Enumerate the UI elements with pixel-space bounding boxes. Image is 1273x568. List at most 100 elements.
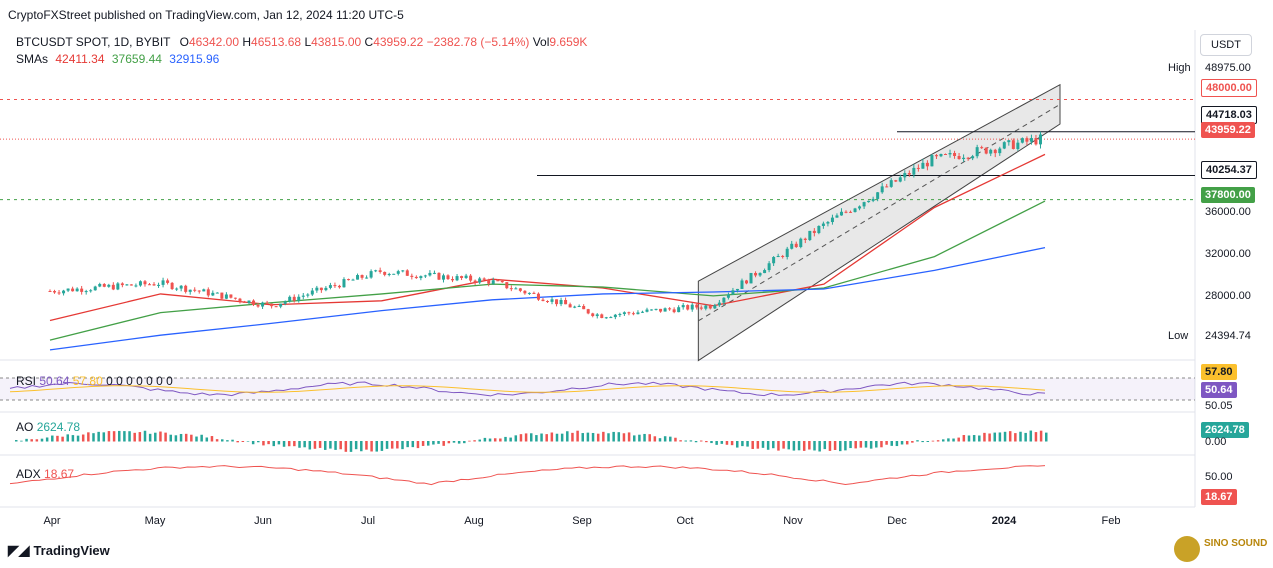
candle-body: [925, 162, 929, 167]
x-axis-label: Apr: [43, 515, 60, 527]
symbol-name[interactable]: BTCUSDT SPOT, 1D, BYBIT: [16, 35, 171, 49]
ao-bar: [154, 432, 157, 442]
currency-button[interactable]: USDT: [1200, 34, 1252, 56]
ao-bar: [416, 441, 420, 449]
sma-legend[interactable]: SMAs 42411.34 37659.44 32915.96: [16, 52, 219, 66]
candle-body: [975, 147, 979, 157]
ao-bar: [550, 432, 554, 442]
x-axis-label: Jun: [254, 515, 272, 527]
rsi-ma-line: [9, 385, 1046, 393]
candle-body: [830, 217, 834, 223]
ao-bar: [169, 434, 172, 442]
candle-body: [383, 271, 387, 275]
ao-legend[interactable]: AO 2624.78: [16, 420, 80, 434]
candle-body: [740, 280, 744, 289]
ao-bar: [823, 441, 827, 450]
adx-legend[interactable]: ADX 18.67: [16, 467, 74, 481]
ao-bar: [942, 439, 945, 442]
candle-body: [627, 312, 631, 314]
x-axis-label: Feb: [1102, 515, 1121, 527]
ao-bar: [524, 433, 528, 442]
change-value: −2382.78 (−5.14%): [426, 35, 530, 49]
candle-body: [455, 276, 459, 281]
candle-body: [98, 283, 102, 287]
candle-body: [175, 288, 179, 290]
ao-bar: [813, 441, 816, 451]
candle-body: [356, 275, 360, 280]
ao-bar: [736, 441, 739, 448]
rsi-tag: 50.64: [1201, 382, 1237, 398]
ao-bar: [349, 441, 353, 452]
candle-body: [677, 307, 681, 313]
tradingview-logo[interactable]: ◤◢ TradingView: [8, 542, 110, 558]
candle-body: [265, 302, 269, 304]
candle-body: [523, 290, 527, 294]
candle-body: [143, 281, 147, 285]
ao-bar: [61, 436, 64, 442]
candle-body: [880, 186, 884, 193]
candle-body: [93, 286, 97, 291]
ao-bar: [262, 441, 265, 446]
candle-body: [446, 275, 450, 280]
candle-body: [111, 284, 115, 290]
candle-body: [62, 290, 66, 294]
ao-bar: [25, 438, 28, 442]
ao-bar: [354, 441, 358, 450]
ao-bar: [179, 433, 183, 442]
candle-body: [559, 299, 563, 305]
ao-bar: [844, 441, 847, 451]
candle-body: [188, 289, 192, 292]
candle-body: [202, 289, 206, 292]
candle-body: [148, 284, 151, 286]
candle-body: [102, 283, 106, 287]
ao-bar: [756, 441, 760, 449]
candle-body: [315, 287, 319, 291]
candle-body: [971, 156, 975, 159]
candle-body: [600, 314, 604, 319]
ao-bar: [1029, 430, 1033, 442]
low-value: 43815.00: [311, 35, 362, 49]
ao-bar: [839, 441, 842, 452]
candle-body: [745, 280, 748, 284]
ao-bar: [40, 438, 44, 442]
candle-body: [998, 148, 1002, 154]
candle-body: [763, 270, 767, 274]
ao-bar: [633, 435, 636, 442]
candle-body: [66, 288, 70, 291]
ao-bar: [725, 441, 729, 445]
candle-body: [907, 173, 911, 175]
candle-body: [238, 298, 242, 302]
ao-bar: [164, 432, 167, 442]
ao-bar: [849, 441, 852, 449]
x-axis-label: Dec: [887, 515, 907, 527]
candle-body: [125, 284, 129, 286]
ao-bar: [530, 433, 533, 442]
ao-bar: [967, 435, 971, 442]
candle-body: [532, 292, 536, 294]
candle-body: [337, 285, 341, 288]
high-label: High: [1168, 62, 1191, 74]
candle-body: [80, 288, 84, 292]
candle-body: [817, 225, 821, 234]
ao-bar: [246, 441, 250, 442]
ao-bar: [674, 437, 677, 442]
ao-bar: [612, 431, 615, 442]
ao-bar: [545, 434, 548, 442]
ao-bar: [174, 435, 178, 442]
rsi-legend[interactable]: RSI 50.64 57.80 0 0 0 0 0 0 0: [16, 374, 173, 388]
candle-body: [120, 283, 124, 286]
ao-bar: [236, 441, 239, 443]
ao-bar: [720, 441, 724, 444]
candle-body: [754, 272, 758, 276]
ao-bar: [380, 441, 384, 451]
ao-bar: [622, 433, 626, 442]
candle-body: [482, 278, 486, 280]
candle-body: [527, 292, 531, 294]
candle-body: [138, 281, 142, 286]
ao-bar: [931, 440, 935, 442]
candle-body: [478, 278, 482, 283]
close-price-tag: 43959.22: [1201, 122, 1255, 138]
ao-bar: [406, 441, 409, 448]
ao-bar: [782, 441, 785, 449]
